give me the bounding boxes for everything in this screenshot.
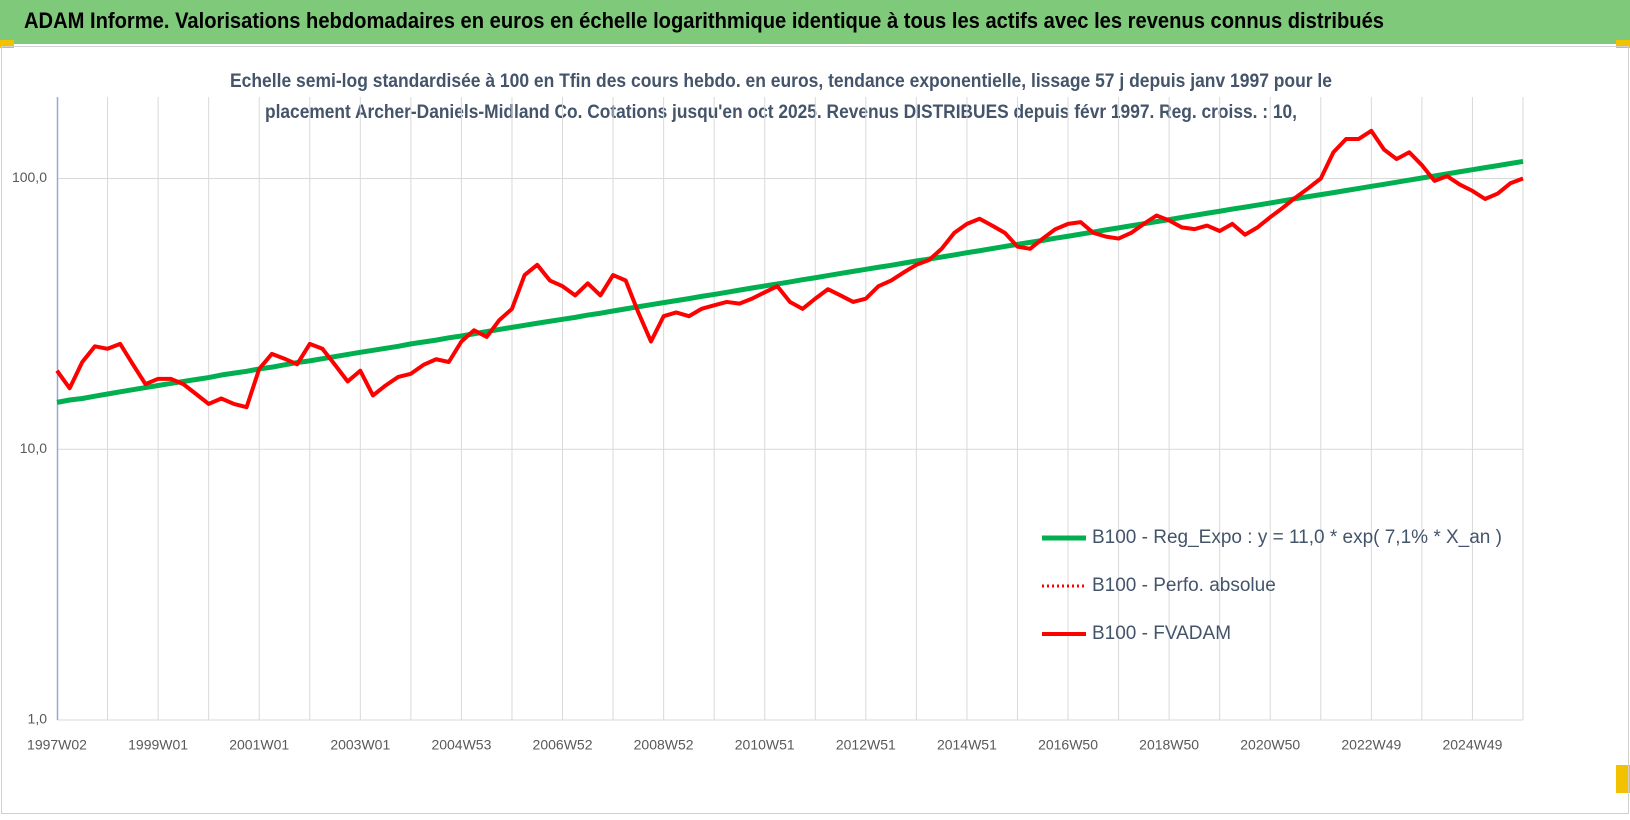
x-tick-label: 2001W01 bbox=[229, 737, 289, 753]
x-tick-label: 1999W01 bbox=[128, 737, 188, 753]
y-tick-label: 1,0 bbox=[28, 711, 48, 727]
x-tick-label: 2020W50 bbox=[1240, 737, 1300, 753]
x-tick-label: 2008W52 bbox=[634, 737, 694, 753]
corner-mark bbox=[0, 40, 14, 48]
x-tick-label: 2018W50 bbox=[1139, 737, 1199, 753]
header-band bbox=[0, 0, 1630, 44]
legend-label: B100 - Reg_Expo : y = 11,0 * exp( 7,1% *… bbox=[1092, 527, 1502, 548]
chart-title: placement Archer-Daniels-Midland Co. Cot… bbox=[265, 102, 1297, 123]
x-tick-label: 2022W49 bbox=[1341, 737, 1401, 753]
x-tick-label: 2012W51 bbox=[836, 737, 896, 753]
x-tick-label: 2006W52 bbox=[533, 737, 593, 753]
corner-mark bbox=[1616, 40, 1630, 48]
legend-label: B100 - FVADAM bbox=[1092, 623, 1231, 644]
y-tick-label: 100,0 bbox=[12, 169, 47, 185]
series-line bbox=[55, 128, 1524, 410]
frame bbox=[1, 46, 1629, 814]
series-line bbox=[56, 158, 1524, 405]
corner-mark bbox=[1616, 765, 1630, 793]
y-tick-label: 10,0 bbox=[20, 440, 47, 456]
header-title: ADAM Informe. Valorisations hebdomadaire… bbox=[24, 8, 1384, 33]
x-tick-label: 1997W02 bbox=[27, 737, 87, 753]
chart-title: Echelle semi-log standardisée à 100 en T… bbox=[230, 71, 1332, 92]
x-tick-label: 2024W49 bbox=[1442, 737, 1502, 753]
x-tick-label: 2014W51 bbox=[937, 737, 997, 753]
x-tick-label: 2003W01 bbox=[330, 737, 390, 753]
x-tick-label: 2010W51 bbox=[735, 737, 795, 753]
x-tick-label: 2004W53 bbox=[431, 737, 491, 753]
legend-label: B100 - Perfo. absolue bbox=[1092, 575, 1276, 596]
x-tick-label: 2016W50 bbox=[1038, 737, 1098, 753]
